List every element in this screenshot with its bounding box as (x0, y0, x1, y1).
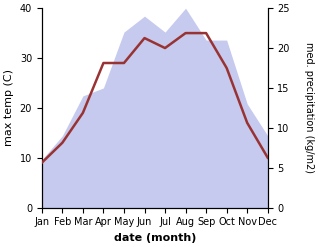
Y-axis label: med. precipitation (kg/m2): med. precipitation (kg/m2) (304, 42, 314, 173)
Y-axis label: max temp (C): max temp (C) (4, 69, 14, 146)
X-axis label: date (month): date (month) (114, 233, 196, 243)
